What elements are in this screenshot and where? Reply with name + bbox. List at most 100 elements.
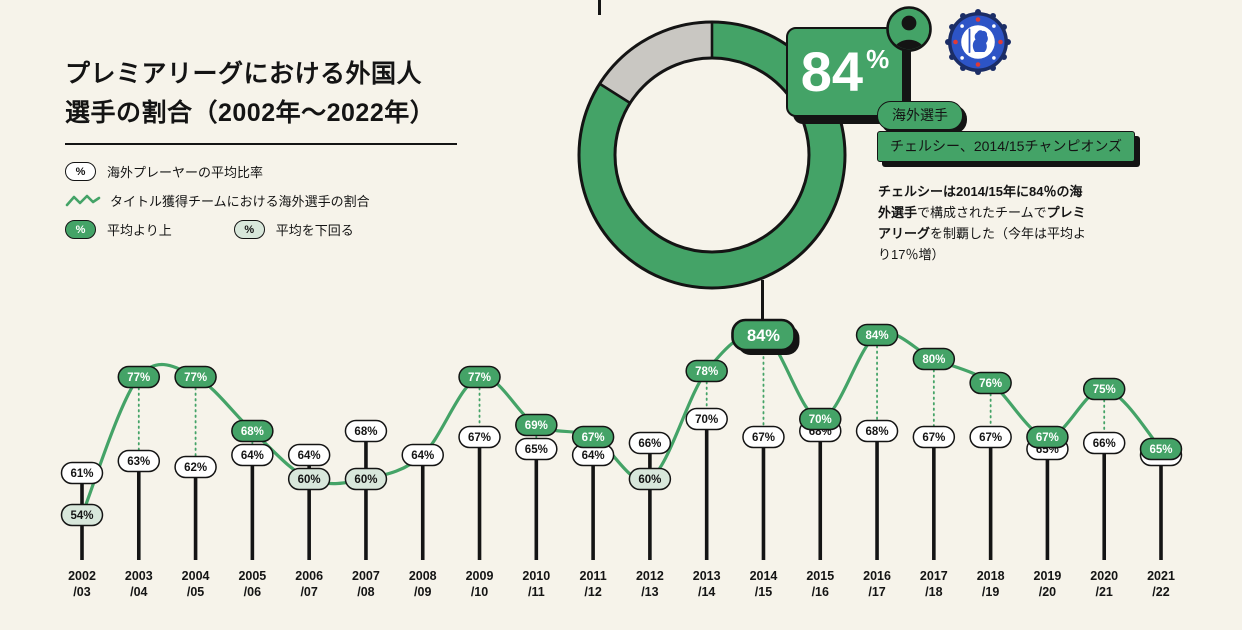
average-pill-label: 67% <box>979 432 1002 444</box>
average-pill <box>344 419 388 443</box>
crest-lion-staff <box>968 28 971 53</box>
donut-segment-divider <box>599 82 631 105</box>
winner-pill-label: 68% <box>241 426 264 438</box>
x-axis-label-year: 2019 <box>1034 569 1062 583</box>
donut-chart <box>577 20 847 290</box>
winner-pill-label: 54% <box>70 510 93 522</box>
winner-pill <box>231 419 274 443</box>
crest-lion <box>972 30 988 52</box>
page-title: プレミアリーグにおける外国人 選手の割合（2002年〜2022年） <box>65 55 435 133</box>
winner-pill-label: 78% <box>695 366 718 378</box>
winner-pill <box>571 425 615 449</box>
average-pill-label: 70% <box>695 414 718 426</box>
x-axis-label-season: /22 <box>1152 585 1169 599</box>
highlight-value-badge: 84 % <box>786 27 904 117</box>
below-average-pill-icon: % <box>233 220 265 239</box>
average-pill-label: 68% <box>354 426 377 438</box>
winner-pill-label: 67% <box>1036 432 1059 444</box>
average-pill <box>685 407 728 431</box>
x-axis-label-season: /21 <box>1096 585 1113 599</box>
x-axis-label-year: 2008 <box>409 569 437 583</box>
percent-white-pill-icon: % <box>65 162 96 181</box>
winner-pill-label: 77% <box>184 372 207 384</box>
title-line-2: 選手の割合（2002年〜2022年） <box>65 98 436 127</box>
average-pill-label: 63% <box>127 456 150 468</box>
x-axis-label-year: 2020 <box>1090 569 1118 583</box>
x-axis-label-year: 2021 <box>1147 569 1175 583</box>
winner-pill <box>1139 437 1183 461</box>
winner-pill-label: 76% <box>979 378 1002 390</box>
x-axis-label-year: 2009 <box>466 569 494 583</box>
winner-line-icon <box>65 194 101 206</box>
winner-pill-label: 80% <box>922 354 945 366</box>
winner-pill <box>1026 425 1069 449</box>
average-pill <box>1082 431 1126 455</box>
x-axis-label-season: /09 <box>414 585 431 599</box>
x-axis-label-year: 2010 <box>522 569 550 583</box>
highlight-winner-pill <box>731 318 796 352</box>
x-axis-label-season: /05 <box>187 585 204 599</box>
average-pill-label: 64% <box>298 450 321 462</box>
average-pill <box>174 455 217 479</box>
average-pill <box>628 431 672 455</box>
x-axis-label-season: /10 <box>471 585 488 599</box>
player-icon <box>886 6 932 52</box>
x-axis-label-year: 2011 <box>580 569 607 583</box>
winner-pill-label: 75% <box>1093 384 1116 396</box>
average-pill <box>742 425 785 449</box>
winner-pill-label: 60% <box>354 474 377 486</box>
average-pill-label: 61% <box>70 468 93 480</box>
line-chart: 61% 63% 62% 64% 64% 68% 64% 67% 65% 64% 66% 70% 67% 6… <box>60 318 1183 599</box>
average-pill <box>855 419 899 443</box>
winner-pill <box>628 467 672 491</box>
average-pill <box>117 449 161 473</box>
x-axis-label-season: /14 <box>698 585 715 599</box>
x-axis-label-year: 2015 <box>806 569 834 583</box>
highlight-unit: % <box>866 44 890 74</box>
winner-pill <box>458 365 501 389</box>
winner-pill-label: 60% <box>638 474 661 486</box>
average-pill <box>912 425 956 449</box>
average-pill-label: 67% <box>922 432 945 444</box>
legend-row-comparison: % 平均より上 % 平均を下回る <box>65 220 370 239</box>
donut-connector-line <box>761 280 764 321</box>
winner-pill-label: 77% <box>468 372 491 384</box>
legend-average-label: 海外プレーヤーの平均比率 <box>107 165 264 180</box>
highlight-description: チェルシーは2014/15年に84％の海外選手で構成されたチームでプレミアリーグ… <box>878 184 1087 263</box>
player-head <box>901 15 917 31</box>
highlight-value: 84 <box>800 40 864 103</box>
average-pill <box>969 425 1012 449</box>
crest-white-dots <box>960 24 996 60</box>
average-pill-label: 64% <box>582 450 605 462</box>
winner-pill <box>117 365 161 389</box>
x-axis-label-season: /16 <box>812 585 829 599</box>
x-axis-label-season: /06 <box>244 585 261 599</box>
chelsea-crest-icon <box>945 9 1011 75</box>
winner-pill <box>287 467 331 491</box>
winner-pill <box>685 359 728 383</box>
x-axis-label-season: /18 <box>925 585 942 599</box>
winner-pill <box>515 413 558 437</box>
above-average-pill-icon: % <box>65 220 96 239</box>
top-tick-line <box>598 0 601 15</box>
legend-above-label: 平均より上 <box>107 223 172 238</box>
x-axis-label-year: 2006 <box>295 569 323 583</box>
x-axis-label-season: /04 <box>130 585 147 599</box>
winner-pill-label: 77% <box>127 372 150 384</box>
average-pill <box>515 437 558 461</box>
average-pill-label: 67% <box>468 432 491 444</box>
winner-pill-label: 69% <box>525 420 548 432</box>
x-axis-label-season: /03 <box>73 585 90 599</box>
average-pill-label: 62% <box>184 462 207 474</box>
x-axis-label-season: /11 <box>528 585 545 599</box>
winner-pill-label: 84% <box>866 330 889 342</box>
average-pill-label: 68% <box>866 426 889 438</box>
legend-row-winner: タイトル獲得チームにおける海外選手の割合 <box>65 191 370 210</box>
x-axis-label-year: 2007 <box>352 569 380 583</box>
average-pill-label: 64% <box>241 450 264 462</box>
x-axis-label-season: /08 <box>357 585 374 599</box>
x-axis-label-year: 2014 <box>750 569 778 583</box>
average-pill-label: 66% <box>1093 438 1116 450</box>
winner-pill <box>855 323 899 347</box>
winner-pill <box>60 503 104 527</box>
